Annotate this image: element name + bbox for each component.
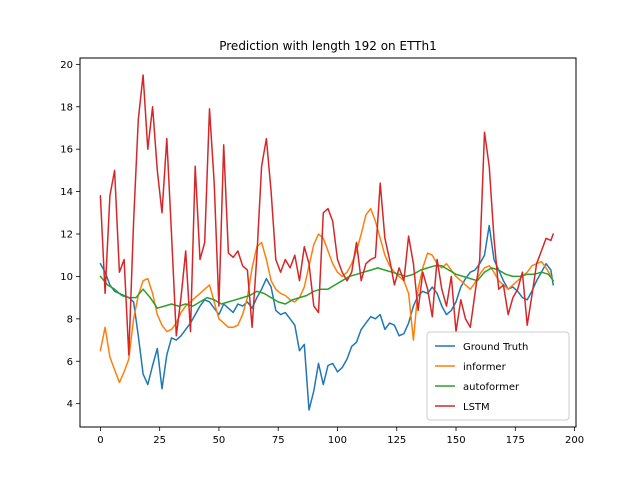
series-line-autoformer xyxy=(99,265,554,309)
legend-label-autoformer: autoformer xyxy=(463,382,520,393)
x-tick-label: 175 xyxy=(506,435,525,446)
y-tick-label: 10 xyxy=(60,272,73,283)
x-tick-label: 150 xyxy=(446,435,465,446)
y-tick-label: 4 xyxy=(67,399,73,410)
x-tick-label: 75 xyxy=(272,435,285,446)
axes-frame xyxy=(79,57,577,428)
x-tick-label: 0 xyxy=(97,435,103,446)
legend-box xyxy=(426,331,570,421)
y-tick-label: 8 xyxy=(67,314,73,325)
y-tick-label: 16 xyxy=(60,145,73,156)
x-axis: 0 25 50 75 100 125 150 175 200 xyxy=(97,427,584,446)
legend: Ground Truth informer autoformer LSTM xyxy=(426,331,570,421)
y-tick-label: 6 xyxy=(67,357,73,368)
x-tick-label: 25 xyxy=(153,435,166,446)
y-tick-label: 18 xyxy=(60,102,73,113)
legend-label-ground-truth: Ground Truth xyxy=(463,342,528,353)
y-tick-label: 14 xyxy=(60,187,73,198)
chart-title: Prediction with length 192 on ETTh1 xyxy=(219,39,437,53)
x-tick-label: 50 xyxy=(213,435,226,446)
y-axis: 4 6 8 10 12 14 16 18 20 xyxy=(60,60,80,410)
x-tick-label: 125 xyxy=(387,435,406,446)
legend-label-lstm: LSTM xyxy=(463,402,490,413)
series-line-lstm xyxy=(99,74,554,356)
plot-area xyxy=(99,74,554,411)
y-tick-label: 20 xyxy=(60,60,73,71)
y-tick-label: 12 xyxy=(60,230,73,241)
x-tick-label: 200 xyxy=(565,435,584,446)
x-tick-label: 100 xyxy=(328,435,347,446)
legend-label-informer: informer xyxy=(463,362,507,373)
